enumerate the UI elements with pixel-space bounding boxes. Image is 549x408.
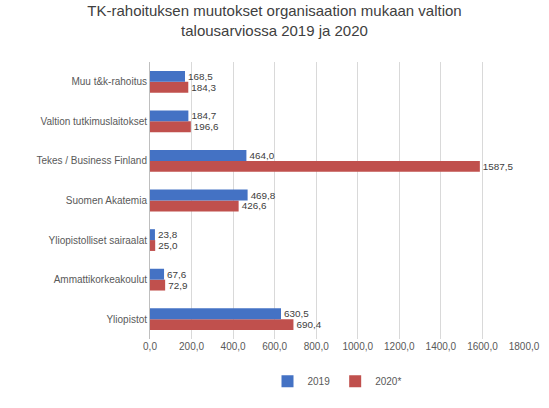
svg-text:630,5: 630,5 xyxy=(284,308,309,319)
svg-text:1400,0: 1400,0 xyxy=(426,341,457,352)
svg-text:168,5: 168,5 xyxy=(188,71,213,82)
svg-text:2019: 2019 xyxy=(308,376,331,387)
svg-text:Muu t&k-rahoitus: Muu t&k-rahoitus xyxy=(71,76,147,87)
svg-text:2020*: 2020* xyxy=(375,376,401,387)
svg-text:Suomen Akatemia: Suomen Akatemia xyxy=(66,195,148,206)
svg-text:184,3: 184,3 xyxy=(191,82,216,93)
svg-text:464,0: 464,0 xyxy=(249,150,274,161)
svg-text:1800,0: 1800,0 xyxy=(509,341,540,352)
svg-text:200,0: 200,0 xyxy=(179,341,204,352)
svg-text:800,0: 800,0 xyxy=(304,341,329,352)
svg-text:23,8: 23,8 xyxy=(158,229,178,240)
svg-text:Valtion tutkimuslaitokset: Valtion tutkimuslaitokset xyxy=(40,116,147,127)
svg-text:1587,5: 1587,5 xyxy=(483,161,514,172)
svg-text:690,4: 690,4 xyxy=(296,319,321,330)
svg-text:Yliopistot: Yliopistot xyxy=(106,314,147,325)
svg-text:600,0: 600,0 xyxy=(262,341,287,352)
svg-text:400,0: 400,0 xyxy=(221,341,246,352)
svg-text:72,9: 72,9 xyxy=(168,280,188,291)
svg-text:469,8: 469,8 xyxy=(251,190,276,201)
svg-text:Ammattikorkeakoulut: Ammattikorkeakoulut xyxy=(54,274,148,285)
svg-text:0,0: 0,0 xyxy=(143,341,157,352)
svg-text:1000,0: 1000,0 xyxy=(342,341,373,352)
svg-text:184,7: 184,7 xyxy=(191,110,216,121)
svg-text:1200,0: 1200,0 xyxy=(384,341,415,352)
svg-text:TK-rahoituksen muutokset organ: TK-rahoituksen muutokset organisaation m… xyxy=(87,2,461,39)
svg-text:Tekes / Business Finland: Tekes / Business Finland xyxy=(36,155,147,166)
svg-text:196,6: 196,6 xyxy=(194,121,219,132)
svg-text:1600,0: 1600,0 xyxy=(467,341,498,352)
svg-text:Yliopistolliset sairaalat: Yliopistolliset sairaalat xyxy=(49,235,148,246)
svg-text:25,0: 25,0 xyxy=(158,240,178,251)
svg-text:426,6: 426,6 xyxy=(242,200,267,211)
svg-text:67,6: 67,6 xyxy=(167,269,187,280)
